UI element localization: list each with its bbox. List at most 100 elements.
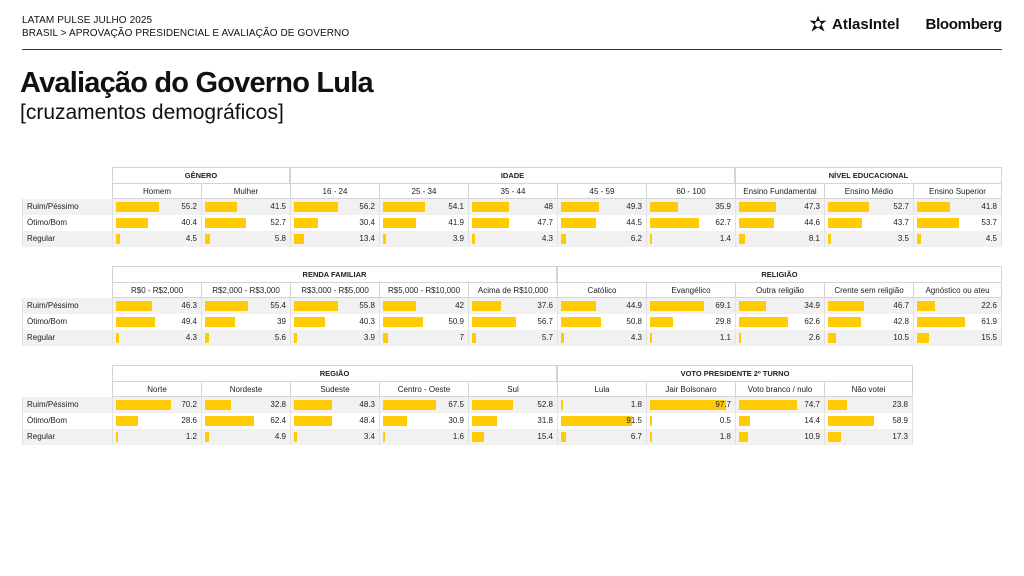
- value-bar: [650, 317, 674, 327]
- table-cell: 49.3: [557, 199, 646, 215]
- table-cell: 3.5: [824, 231, 913, 247]
- table-cell: 41.8: [913, 199, 1002, 215]
- value-label: 55.2: [181, 202, 197, 211]
- value-label: 44.5: [626, 218, 642, 227]
- column-header-r-2-000-r-3-000: R$2,000 - R$3,000: [201, 282, 290, 298]
- table-cell: 44.6: [735, 215, 824, 231]
- value-label: 30.9: [448, 416, 464, 425]
- table-cell: 1.8: [646, 429, 735, 445]
- value-label: 8.1: [808, 234, 820, 243]
- column-header-agnostico-ou-ateu: Agnóstico ou ateu: [913, 282, 1002, 298]
- bloomberg-logo: Bloomberg: [925, 15, 1003, 33]
- value-bar: [739, 234, 746, 244]
- table-cell: 28.6: [112, 413, 201, 429]
- value-bar: [205, 317, 236, 327]
- table-cell: 40.4: [112, 215, 201, 231]
- value-bar: [561, 400, 563, 410]
- value-bar: [650, 301, 704, 311]
- value-bar: [739, 416, 751, 426]
- table-cell: 35.9: [646, 199, 735, 215]
- table-cell: 55.8: [290, 298, 379, 314]
- value-bar: [116, 432, 118, 442]
- row-label: Ruim/Péssimo: [22, 397, 112, 413]
- value-label: 4.5: [985, 234, 997, 243]
- value-bar: [561, 234, 566, 244]
- value-label: 1.8: [630, 400, 642, 409]
- header-divider: [22, 49, 1002, 50]
- value-bar: [828, 317, 862, 327]
- column-header-spacer: [22, 282, 112, 298]
- value-bar: [294, 400, 332, 410]
- value-label: 34.9: [804, 301, 820, 310]
- table-cell: 44.5: [557, 215, 646, 231]
- value-label: 1.6: [452, 432, 464, 441]
- value-bar: [828, 432, 842, 442]
- column-header-25-34: 25 - 34: [379, 183, 468, 199]
- crosstab-table-regiao-voto: REGIÃO VOTO PRESIDENTE 2º TURNO Norte Norde…: [22, 365, 913, 445]
- value-label: 43.7: [893, 218, 909, 227]
- column-header-row: Homem Mulher 16 - 24 25 - 34 35 - 44 45 - 59 6…: [22, 183, 1002, 199]
- value-bar: [917, 301, 935, 311]
- table-cell: 4.9: [201, 429, 290, 445]
- crosstab-table-genero-idade-educacao: GÊNERO IDADE NÍVEL EDUCACIONAL Homem Mulher 1…: [22, 167, 1002, 247]
- value-label: 50.8: [626, 317, 642, 326]
- value-label: 4.3: [541, 234, 553, 243]
- column-header-ensino-fundamental: Ensino Fundamental: [735, 183, 824, 199]
- table-cell: 40.3: [290, 314, 379, 330]
- value-label: 5.7: [541, 333, 553, 342]
- column-header-60-100: 60 - 100: [646, 183, 735, 199]
- value-bar: [828, 234, 831, 244]
- table-cell: 15.4: [468, 429, 557, 445]
- table-cell: 46.3: [112, 298, 201, 314]
- table-cell: 42: [379, 298, 468, 314]
- value-bar: [294, 317, 326, 327]
- value-bar: [205, 432, 209, 442]
- value-label: 15.4: [537, 432, 553, 441]
- value-label: 62.7: [715, 218, 731, 227]
- breadcrumb: BRASIL > APROVAÇÃO PRESIDENCIAL E AVALIA…: [22, 28, 350, 39]
- value-label: 40.4: [181, 218, 197, 227]
- table-cell: 39: [201, 314, 290, 330]
- value-label: 32.8: [270, 400, 286, 409]
- value-bar: [739, 432, 748, 442]
- table-row-otimo-bom: Ótimo/Bom 49.4 39 40.3 50.9 56.7 50.8 29.8 62.6 4…: [22, 314, 1002, 330]
- table-cell: 29.8: [646, 314, 735, 330]
- value-bar: [116, 301, 153, 311]
- table-cell: 30.9: [379, 413, 468, 429]
- column-header-mulher: Mulher: [201, 183, 290, 199]
- table-cell: 8.1: [735, 231, 824, 247]
- value-label: 1.2: [185, 432, 197, 441]
- table-cell: 52.7: [824, 199, 913, 215]
- report-kicker: LATAM PULSE JULHO 2025: [22, 15, 153, 26]
- value-bar: [383, 317, 423, 327]
- value-bar: [739, 301, 767, 311]
- table-cell: 3.4: [290, 429, 379, 445]
- row-label: Ótimo/Bom: [22, 413, 112, 429]
- table-cell: 14.4: [735, 413, 824, 429]
- value-bar: [739, 333, 742, 343]
- value-label: 58.9: [892, 416, 908, 425]
- table-cell: 1.1: [646, 330, 735, 346]
- value-bar: [383, 432, 385, 442]
- table-cell: 0.5: [646, 413, 735, 429]
- value-bar: [917, 317, 966, 327]
- column-header-outra-religiao: Outra religião: [735, 282, 824, 298]
- value-label: 3.4: [363, 432, 375, 441]
- value-label: 41.5: [270, 202, 286, 211]
- table-cell: 37.6: [468, 298, 557, 314]
- value-label: 62.4: [270, 416, 286, 425]
- value-bar: [294, 416, 332, 426]
- value-label: 15.5: [981, 333, 997, 342]
- value-label: 14.4: [804, 416, 820, 425]
- column-header-ensino-medio: Ensino Médio: [824, 183, 913, 199]
- value-label: 44.6: [804, 218, 820, 227]
- value-label: 10.9: [804, 432, 820, 441]
- table-cell: 4.3: [112, 330, 201, 346]
- value-bar: [383, 416, 408, 426]
- value-bar: [561, 301, 597, 311]
- atlasintel-mark-icon: [809, 15, 827, 32]
- table-cell: 47.3: [735, 199, 824, 215]
- table-cell: 50.8: [557, 314, 646, 330]
- table-cell: 34.9: [735, 298, 824, 314]
- table-row-regular: Regular 4.5 5.8 13.4 3.9 4.3 6.2 1.4 8.1 3.5 4.5: [22, 231, 1002, 247]
